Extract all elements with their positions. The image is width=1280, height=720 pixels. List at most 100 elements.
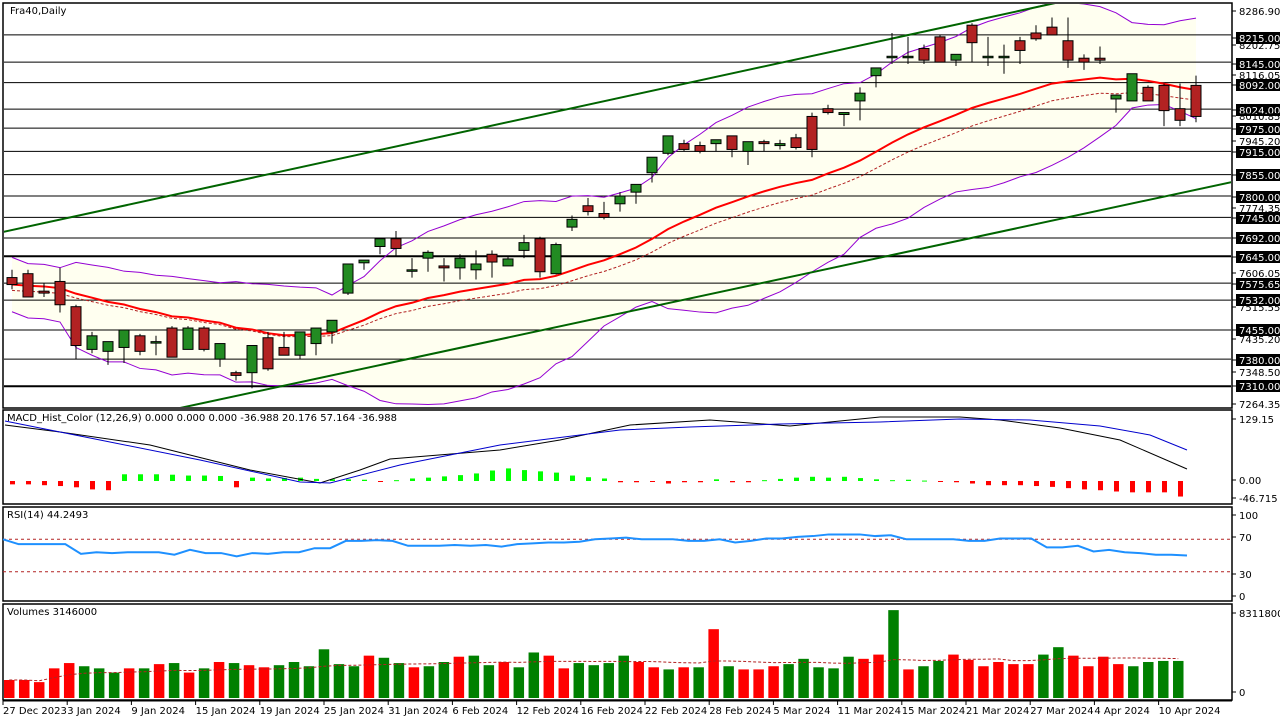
candle[interactable] [614, 192, 626, 212]
candle[interactable] [182, 326, 194, 350]
candle[interactable] [70, 304, 82, 360]
candle[interactable] [358, 259, 370, 270]
volume-panel[interactable] [4, 610, 1184, 698]
candle[interactable] [662, 135, 674, 156]
price-axis-label: 8010.85 [1239, 112, 1280, 123]
candle[interactable] [806, 112, 818, 158]
candle[interactable] [262, 331, 274, 371]
macd-panel[interactable] [4, 416, 1188, 497]
candle[interactable] [1110, 94, 1122, 113]
candle[interactable] [6, 269, 18, 290]
candle[interactable] [230, 370, 242, 381]
candle[interactable] [294, 331, 306, 360]
candle[interactable] [854, 87, 866, 121]
candle[interactable] [1126, 73, 1138, 102]
candle[interactable] [310, 327, 322, 356]
candle[interactable] [38, 283, 50, 297]
macd-histogram-bar [10, 481, 15, 485]
candle[interactable] [598, 201, 610, 220]
candle[interactable] [982, 36, 994, 66]
rsi-panel[interactable] [2, 533, 1232, 573]
candle[interactable] [1158, 83, 1170, 127]
candle[interactable] [150, 335, 162, 356]
candle[interactable] [438, 258, 450, 282]
volume-bar [858, 658, 869, 698]
macd-signal-line [4, 418, 1188, 484]
candle[interactable] [454, 254, 466, 280]
price-axis-label: 7264.35 [1239, 400, 1280, 411]
candle[interactable] [1190, 75, 1202, 123]
candle[interactable] [1094, 46, 1106, 65]
candle[interactable] [838, 112, 850, 127]
macd-histogram-bar [874, 479, 879, 481]
macd-histogram-bar [234, 481, 239, 488]
candle[interactable] [406, 258, 418, 278]
macd-histogram-bar [666, 481, 671, 484]
candle[interactable] [710, 139, 722, 152]
volume-bar [63, 663, 75, 698]
candle[interactable] [726, 135, 738, 158]
candle[interactable] [790, 133, 802, 150]
time-axis-label: 31 Jan 2024 [388, 706, 448, 717]
candle[interactable] [934, 34, 946, 63]
candle[interactable] [886, 32, 898, 65]
candle[interactable] [278, 331, 290, 356]
candle[interactable] [518, 234, 530, 259]
candle[interactable] [902, 36, 914, 65]
candle[interactable] [390, 230, 402, 257]
candle[interactable] [470, 250, 482, 280]
candle[interactable] [1046, 17, 1058, 36]
candle[interactable] [1014, 36, 1026, 65]
candle[interactable] [502, 256, 514, 267]
candle[interactable] [966, 23, 978, 63]
candle[interactable] [22, 269, 34, 298]
candle[interactable] [582, 197, 594, 216]
candle[interactable] [86, 331, 98, 354]
candle[interactable] [918, 44, 930, 65]
candle[interactable] [950, 53, 962, 66]
candle[interactable] [54, 267, 66, 313]
candle[interactable] [998, 44, 1010, 74]
candle[interactable] [822, 104, 834, 115]
candle[interactable] [1078, 54, 1090, 70]
volume-bar [93, 668, 105, 698]
candle[interactable] [870, 67, 882, 88]
candle[interactable] [1142, 85, 1154, 102]
candle[interactable] [550, 242, 562, 275]
volume-bar [603, 663, 614, 698]
candle[interactable] [166, 326, 178, 358]
candle[interactable] [342, 263, 354, 296]
macd-histogram-bar [186, 475, 191, 481]
candle[interactable] [214, 343, 226, 367]
upper-trendline [4, 4, 1056, 233]
price-panel[interactable] [3, 2, 1232, 408]
candle[interactable] [486, 250, 498, 278]
candle[interactable] [1174, 83, 1186, 127]
candle[interactable] [758, 139, 770, 152]
macd-histogram-bar [634, 481, 639, 483]
candle[interactable] [694, 141, 706, 154]
candle[interactable] [1030, 25, 1042, 41]
price-axis-label: 8286.90 [1239, 7, 1280, 18]
candle[interactable] [102, 341, 114, 365]
candle[interactable] [646, 156, 658, 183]
candle[interactable] [742, 141, 754, 165]
candle[interactable] [774, 139, 786, 150]
candle[interactable] [246, 345, 258, 389]
candle[interactable] [422, 250, 434, 272]
candle[interactable] [534, 236, 546, 278]
price-axis-label: 7380.00 [1239, 356, 1280, 367]
candle[interactable] [326, 319, 338, 344]
candle[interactable] [118, 329, 130, 363]
volume-bar [108, 672, 120, 698]
candle[interactable] [198, 326, 210, 352]
candle[interactable] [630, 183, 642, 204]
candle[interactable] [1062, 17, 1074, 68]
candle[interactable] [678, 139, 690, 152]
candle[interactable] [374, 238, 386, 255]
candle[interactable] [134, 333, 146, 356]
candle[interactable] [566, 215, 578, 231]
rsi-title: RSI(14) 44.2493 [7, 510, 89, 521]
